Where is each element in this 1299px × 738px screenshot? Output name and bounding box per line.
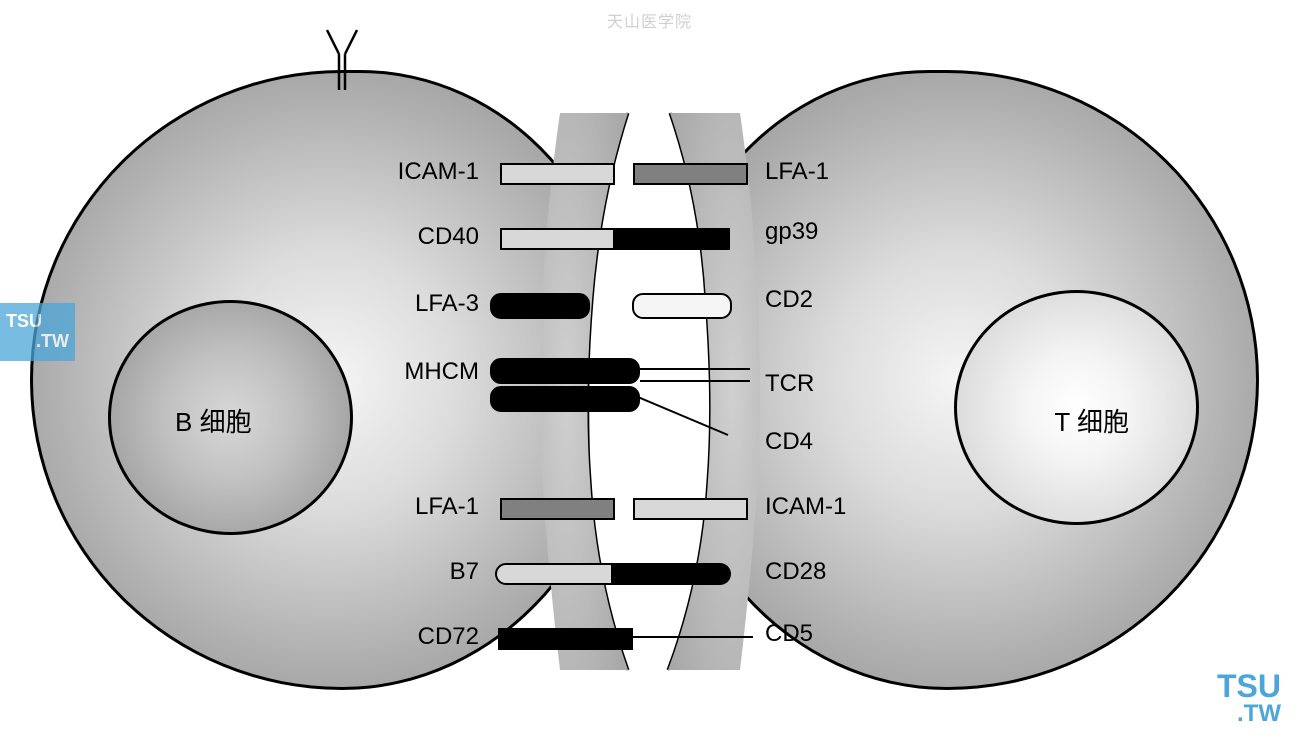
cd4-line (638, 395, 758, 445)
lfa1-bar-left (500, 498, 615, 520)
cd72-bar (498, 628, 633, 650)
cd40-gp39-bars (500, 225, 730, 253)
cd40-label: CD40 (418, 223, 479, 251)
gp39-label: gp39 (765, 218, 818, 246)
mhc-complex (490, 358, 640, 412)
cd4-label: CD4 (765, 428, 813, 456)
icam1-right-label: ICAM-1 (765, 493, 846, 521)
cd28-bar (613, 563, 731, 585)
icam1-bar-right (633, 498, 748, 520)
b7-cd28-bars (495, 560, 731, 588)
b7-label: B7 (450, 558, 479, 586)
cd5-label: CD5 (765, 620, 813, 648)
b7-bar (495, 563, 613, 585)
lfa1-left-label: LFA-1 (415, 493, 479, 521)
lfa3-label: LFA-3 (415, 290, 479, 318)
header-watermark: 天山医学院 (607, 8, 692, 32)
icam1-left-label: ICAM-1 (398, 158, 479, 186)
receptor-icon (312, 28, 372, 92)
icam1-lfa1-bars (500, 160, 748, 188)
mhc-bar-top (490, 358, 640, 384)
cd72-label: CD72 (418, 623, 479, 651)
gp39-bar (615, 228, 730, 250)
t-cell-label: T 细胞 (1054, 402, 1129, 439)
lfa1-icam1-bars (500, 495, 748, 523)
cd28-label: CD28 (765, 558, 826, 586)
tcr-label: TCR (765, 370, 814, 398)
cd5-line (633, 636, 753, 638)
mhcm-label: MHCM (404, 358, 479, 386)
lfa1-right-label: LFA-1 (765, 158, 829, 186)
tcr-line-1 (640, 368, 750, 370)
mhc-bar-bottom (490, 386, 640, 412)
lfa3-bar (490, 293, 590, 319)
watermark-left-icon: TSU .TW (0, 303, 75, 361)
icam1-bar (500, 163, 615, 185)
lfa1-bar (633, 163, 748, 185)
watermark-right-icon: TSU .TW (1217, 670, 1281, 726)
lfa3-cd2-bars (490, 292, 732, 320)
cd2-label: CD2 (765, 286, 813, 314)
tcr-line-2 (640, 380, 750, 382)
b-cell-label: B 细胞 (175, 402, 252, 439)
cd40-bar (500, 228, 615, 250)
cd72-cd5-bars (498, 625, 633, 653)
cd2-bar (632, 293, 732, 319)
